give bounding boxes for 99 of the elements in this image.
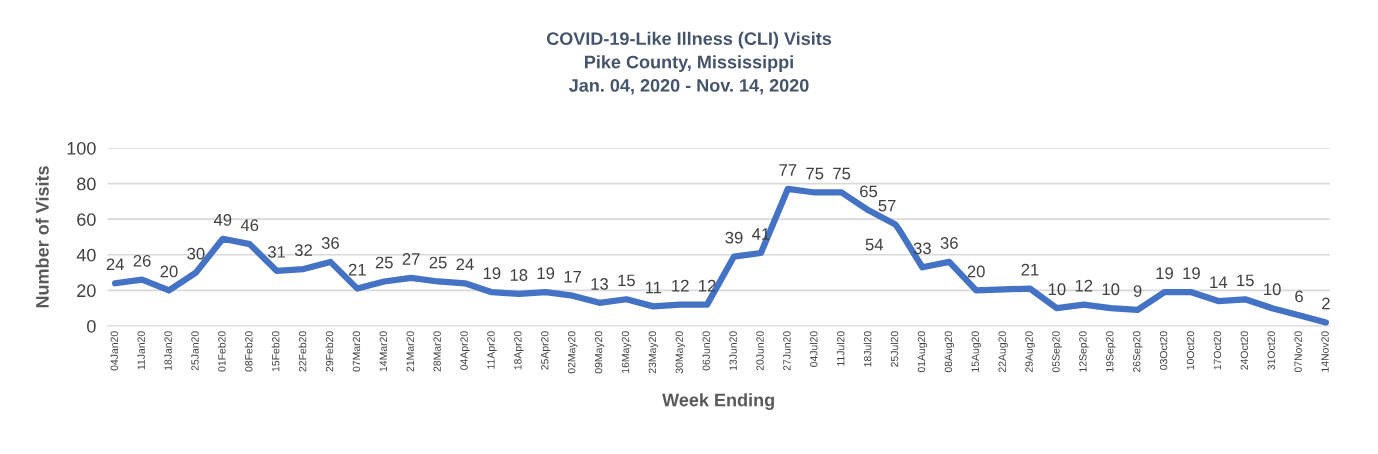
data-label: 65 xyxy=(860,185,878,198)
data-label: 75 xyxy=(833,167,851,180)
data-label: 31 xyxy=(267,245,286,258)
x-tick-label: 27Jun20 xyxy=(783,331,791,371)
y-tick-label: 80 xyxy=(77,177,96,191)
data-label: 12 xyxy=(1075,279,1093,292)
x-tick-label: 29Aug20 xyxy=(1025,331,1035,373)
y-axis-title: Number of Visits xyxy=(35,166,49,308)
x-tick-label: 26Sep20 xyxy=(1133,331,1143,373)
data-label: 26 xyxy=(133,254,151,267)
x-tick-label: 02May20 xyxy=(567,331,578,374)
x-tick-label: 08Aug20 xyxy=(944,331,955,373)
data-label: 75 xyxy=(806,167,824,180)
x-tick-label: 21Mar20 xyxy=(406,331,414,372)
data-label: 24 xyxy=(456,258,474,271)
data-label: 9 xyxy=(1133,285,1142,297)
x-tick-label: 11Jul20 xyxy=(836,331,845,366)
x-tick-label: 25Apr20 xyxy=(541,331,551,370)
x-tick-label: 16May20 xyxy=(621,331,632,373)
x-tick-label: 22Aug20 xyxy=(998,331,1008,373)
x-tick-label: 01Aug20 xyxy=(917,331,928,373)
data-label: 14 xyxy=(1210,276,1228,288)
data-label: 20 xyxy=(160,265,178,278)
data-label: 17 xyxy=(564,271,581,283)
data-label: 32 xyxy=(294,244,312,257)
x-tick-label: 18Jan20 xyxy=(164,331,172,370)
x-axis-title: Week Ending xyxy=(662,393,774,411)
x-tick-label: 18Jul20 xyxy=(863,331,872,367)
x-tick-label: 11Jan20 xyxy=(137,331,145,370)
x-tick-label: 18Apr20 xyxy=(514,331,524,370)
y-tick-label: 60 xyxy=(77,213,96,226)
data-label: 27 xyxy=(402,253,420,265)
data-label: 36 xyxy=(940,237,958,249)
data-label: 21 xyxy=(348,263,366,276)
x-tick-label: 23May20 xyxy=(648,331,659,374)
data-label: 13 xyxy=(591,278,609,290)
x-tick-label: 19Sep20 xyxy=(1106,331,1116,372)
data-label: 39 xyxy=(725,231,743,244)
data-label: 10 xyxy=(1102,283,1120,296)
data-label: 10 xyxy=(1048,283,1066,296)
x-tick-label: 09May20 xyxy=(594,331,605,374)
data-label: 18 xyxy=(510,269,528,281)
data-label: 54 xyxy=(865,238,884,251)
x-tick-label: 04Jan20 xyxy=(110,331,118,371)
data-label: 6 xyxy=(1295,290,1303,303)
x-tick-label: 03Oct20 xyxy=(1159,331,1168,370)
data-label: 19 xyxy=(483,267,501,280)
x-tick-label: 07Nov20 xyxy=(1294,331,1302,373)
data-label: 19 xyxy=(537,267,555,280)
x-tick-label: 01Feb20 xyxy=(217,331,226,372)
data-label: 20 xyxy=(967,265,985,278)
x-tick-label: 14Mar20 xyxy=(379,331,388,372)
data-label: 46 xyxy=(240,219,259,232)
data-label: 15 xyxy=(1237,274,1254,287)
y-tick-label: 40 xyxy=(76,248,96,262)
x-tick-label: 11Apr20 xyxy=(487,331,497,369)
x-tick-label: 24Oct20 xyxy=(1240,331,1249,370)
x-tick-label: 08Feb20 xyxy=(244,331,253,372)
data-label: 19 xyxy=(1156,267,1173,280)
x-tick-label: 07Mar20 xyxy=(352,331,361,372)
x-tick-label: 06Jun20 xyxy=(702,331,710,371)
x-tick-label: 29Feb20 xyxy=(325,331,334,372)
data-label: 12 xyxy=(672,279,689,292)
x-tick-label: 25Jan20 xyxy=(191,331,199,371)
data-label: 19 xyxy=(1183,267,1200,280)
x-tick-label: 10Oct20 xyxy=(1186,331,1195,370)
y-tick-label: 20 xyxy=(77,284,96,298)
x-tick-label: 17Oct20 xyxy=(1213,331,1222,370)
data-label: 24 xyxy=(106,258,124,271)
data-label: 11 xyxy=(645,281,662,294)
x-tick-label: 15Feb20 xyxy=(271,331,280,372)
data-label: 36 xyxy=(321,237,339,249)
data-label: 21 xyxy=(1021,263,1039,276)
data-label: 49 xyxy=(213,213,232,226)
data-label: 15 xyxy=(618,274,635,287)
data-label: 77 xyxy=(779,164,797,176)
y-tick-label: 100 xyxy=(67,141,96,155)
y-tick-label: 0 xyxy=(87,319,96,333)
data-label: 2 xyxy=(1322,297,1330,310)
x-tick-label: 14Nov20 xyxy=(1321,331,1329,372)
data-label: 25 xyxy=(429,256,447,269)
x-tick-label: 30May20 xyxy=(675,331,686,374)
x-tick-label: 28Mar20 xyxy=(433,331,441,372)
x-tick-label: 31Oct20 xyxy=(1267,331,1275,370)
x-tick-label: 04Apr20 xyxy=(460,331,470,370)
x-tick-label: 12Sep20 xyxy=(1079,331,1089,372)
data-label: 33 xyxy=(913,242,931,255)
x-tick-label: 25Jul20 xyxy=(890,331,899,367)
x-tick-label: 22Feb20 xyxy=(298,331,307,372)
x-tick-label: 13Jun20 xyxy=(729,331,737,370)
x-tick-label: 15Aug20 xyxy=(971,331,982,372)
chart-title: COVID-19-Like Illness (CLI) Visits Pike County, Mississippi Jan. 04, 2020 - Nov. 14, 2020 xyxy=(546,31,832,95)
data-label: 57 xyxy=(878,199,896,212)
x-tick-label: 05Sep20 xyxy=(1052,331,1062,373)
data-label: 30 xyxy=(187,247,205,260)
x-tick-label: 20Jun20 xyxy=(756,331,764,371)
x-tick-label: 04Jul20 xyxy=(809,331,818,367)
data-label: 25 xyxy=(375,256,393,269)
data-label: 10 xyxy=(1264,283,1281,296)
